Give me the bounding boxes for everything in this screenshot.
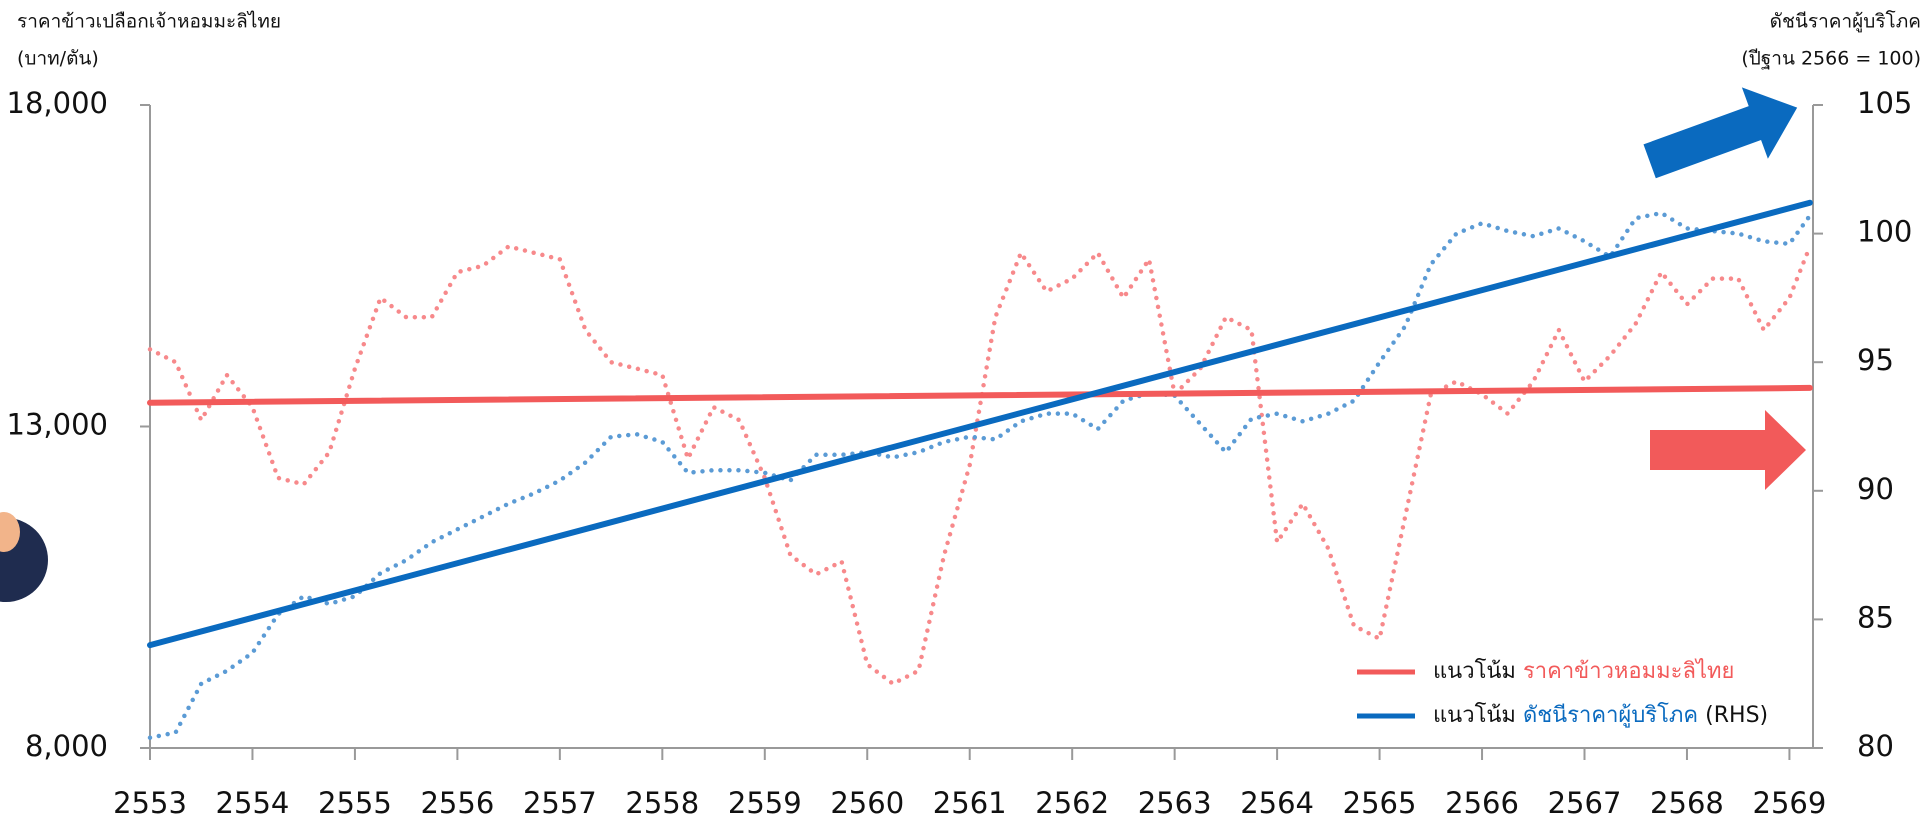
x-tick-label: 2561 xyxy=(933,786,1007,820)
legend-name: ดัชนีราคาผู้บริโภค xyxy=(1523,702,1698,728)
y2-tick-label: 85 xyxy=(1857,600,1894,634)
x-tick-label: 2562 xyxy=(1035,786,1109,820)
x-tick-label: 2560 xyxy=(830,786,904,820)
series-line xyxy=(147,199,1813,649)
x-tick-label: 2567 xyxy=(1548,786,1622,820)
x-tick-label: 2553 xyxy=(113,786,187,820)
y2-unit: (ปีฐาน 2566 = 100) xyxy=(1741,48,1921,70)
x-tick-label: 2563 xyxy=(1138,786,1212,820)
y-tick-label: 13,000 xyxy=(7,408,108,442)
x-tick-label: 2556 xyxy=(420,786,494,820)
x-tick-label: 2568 xyxy=(1650,786,1724,820)
series-line xyxy=(147,210,1813,740)
y2-tick-label: 95 xyxy=(1857,343,1894,377)
y-tick-label: 18,000 xyxy=(7,86,108,120)
y2-tick-label: 105 xyxy=(1857,86,1912,120)
legend-legend-suffix: (RHS) xyxy=(1705,703,1768,728)
x-tick-label: 2569 xyxy=(1753,786,1827,820)
y-unit: (บาท/ตัน) xyxy=(17,48,99,70)
x-tick-label: 2557 xyxy=(523,786,597,820)
y2-tick-label: 100 xyxy=(1857,215,1912,249)
legend-name: ราคาข้าวหอมมะลิไทย xyxy=(1523,658,1734,684)
y2-title: ดัชนีราคาผู้บริโภค xyxy=(1770,10,1921,33)
legend-legend-prefix: แนวโน้ม xyxy=(1433,702,1516,728)
x-tick-label: 2559 xyxy=(728,786,802,820)
y-title: ราคาข้าวเปลือกเจ้าหอมมะลิไทย xyxy=(17,11,281,33)
legend-label: แนวโน้ม ดัชนีราคาผู้บริโภค (RHS) xyxy=(1433,702,1768,728)
series-line xyxy=(147,384,1813,406)
x-tick-label: 2565 xyxy=(1343,786,1417,820)
character-illustration xyxy=(0,512,48,602)
y-tick-label: 8,000 xyxy=(25,729,108,763)
x-tick-label: 2555 xyxy=(318,786,392,820)
y2-tick-label: 80 xyxy=(1857,729,1894,763)
legend-legend-prefix: แนวโน้ม xyxy=(1433,658,1516,684)
series-line xyxy=(147,244,1813,687)
legend-label: แนวโน้ม ราคาข้าวหอมมะลิไทย xyxy=(1433,658,1734,684)
x-tick-label: 2564 xyxy=(1240,786,1314,820)
x-tick-label: 2558 xyxy=(625,786,699,820)
y2-tick-label: 90 xyxy=(1857,472,1894,506)
x-tick-label: 2566 xyxy=(1445,786,1519,820)
up-arrow xyxy=(1643,87,1798,179)
flat-arrow xyxy=(1650,410,1806,490)
x-tick-label: 2554 xyxy=(216,786,290,820)
